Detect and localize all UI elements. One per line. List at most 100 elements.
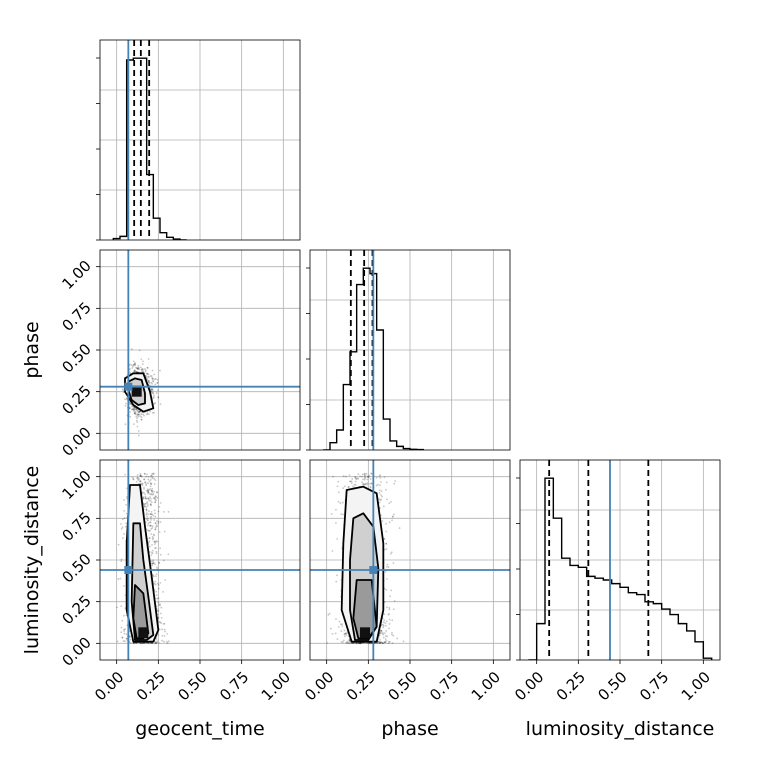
- sample-point: [387, 613, 390, 616]
- sample-point: [150, 482, 153, 485]
- sample-point: [361, 475, 363, 478]
- sample-point: [151, 377, 153, 379]
- sample-point: [139, 410, 142, 413]
- sample-point: [348, 638, 351, 641]
- sample-point: [141, 369, 143, 372]
- sample-point: [135, 367, 138, 370]
- sample-point: [146, 488, 149, 491]
- sample-point: [396, 637, 399, 640]
- sample-point: [135, 413, 137, 416]
- sample-point: [386, 606, 388, 609]
- sample-point: [146, 410, 149, 413]
- sample-point: [149, 485, 152, 488]
- sample-point: [379, 641, 382, 643]
- sample-point: [380, 630, 383, 632]
- sample-point: [122, 389, 125, 392]
- sample-point: [154, 512, 156, 515]
- sample-point: [136, 410, 139, 412]
- sample-point: [150, 515, 152, 518]
- sample-point: [123, 499, 125, 502]
- sample-point: [381, 642, 384, 645]
- sample-point: [364, 476, 367, 479]
- sample-point: [147, 381, 150, 384]
- sample-point: [149, 524, 152, 527]
- sample-point: [116, 606, 118, 609]
- sample-point: [146, 515, 148, 518]
- sample-point: [336, 574, 338, 577]
- sample-point: [143, 642, 146, 644]
- sample-point: [351, 642, 354, 644]
- sample-point: [363, 472, 366, 475]
- sample-point: [148, 376, 150, 378]
- sample-point: [123, 532, 125, 535]
- sample-point: [367, 642, 370, 645]
- sample-point: [147, 491, 150, 494]
- sample-point: [386, 498, 388, 501]
- sample-point: [136, 367, 139, 370]
- sample-point: [366, 475, 369, 478]
- sample-point: [354, 480, 357, 483]
- sample-point: [152, 392, 155, 395]
- sample-point: [155, 552, 158, 555]
- sample-point: [149, 521, 152, 524]
- sample-point: [133, 369, 136, 372]
- sample-point: [388, 640, 391, 643]
- sample-point: [145, 508, 148, 511]
- sample-point: [157, 396, 160, 398]
- sample-point: [139, 472, 142, 475]
- sample-point: [145, 482, 148, 485]
- sample-point: [147, 524, 149, 527]
- sample-point: [152, 549, 154, 552]
- sample-point: [167, 553, 170, 556]
- sample-point: [143, 642, 146, 645]
- sample-point: [344, 632, 347, 635]
- sample-point: [366, 482, 369, 485]
- sample-point: [151, 378, 154, 381]
- sample-point: [367, 476, 370, 478]
- sample-point: [149, 497, 152, 500]
- sample-point: [133, 411, 136, 414]
- sample-point: [156, 597, 159, 600]
- sample-point: [156, 381, 159, 384]
- sample-point: [385, 542, 388, 545]
- sample-point: [375, 476, 378, 479]
- sample-point: [142, 368, 144, 370]
- sample-point: [154, 496, 157, 499]
- sample-point: [151, 391, 154, 393]
- sample-point: [390, 551, 393, 554]
- sample-point: [152, 397, 155, 399]
- sample-point: [387, 566, 390, 569]
- sample-point: [382, 625, 385, 627]
- sample-point: [156, 566, 158, 569]
- sample-point: [130, 364, 133, 366]
- y-tick-label: 0.00: [58, 633, 94, 669]
- sample-point: [149, 493, 152, 495]
- sample-point: [159, 501, 162, 504]
- sample-point: [361, 473, 364, 476]
- sample-point: [340, 630, 343, 633]
- sample-point: [125, 522, 128, 525]
- sample-point: [123, 614, 125, 617]
- sample-point: [137, 411, 140, 414]
- sample-point: [135, 642, 138, 645]
- sample-point: [154, 541, 157, 544]
- sample-point: [137, 429, 140, 432]
- sample-point: [146, 490, 149, 493]
- sample-point: [125, 503, 128, 506]
- sample-point: [129, 642, 132, 644]
- sample-point: [335, 618, 337, 620]
- sample-point: [146, 412, 149, 415]
- sample-point: [151, 491, 154, 493]
- sample-point: [151, 538, 154, 541]
- sample-point: [133, 410, 135, 413]
- sample-point: [388, 606, 391, 609]
- histogram-panel-phase: [310, 250, 510, 450]
- sample-point: [129, 403, 132, 406]
- sample-point: [151, 527, 154, 529]
- sample-point: [121, 526, 124, 529]
- sample-point: [378, 489, 381, 492]
- sample-point: [350, 480, 353, 483]
- sample-point: [157, 389, 159, 392]
- sample-point: [141, 370, 143, 373]
- sample-point: [133, 642, 135, 644]
